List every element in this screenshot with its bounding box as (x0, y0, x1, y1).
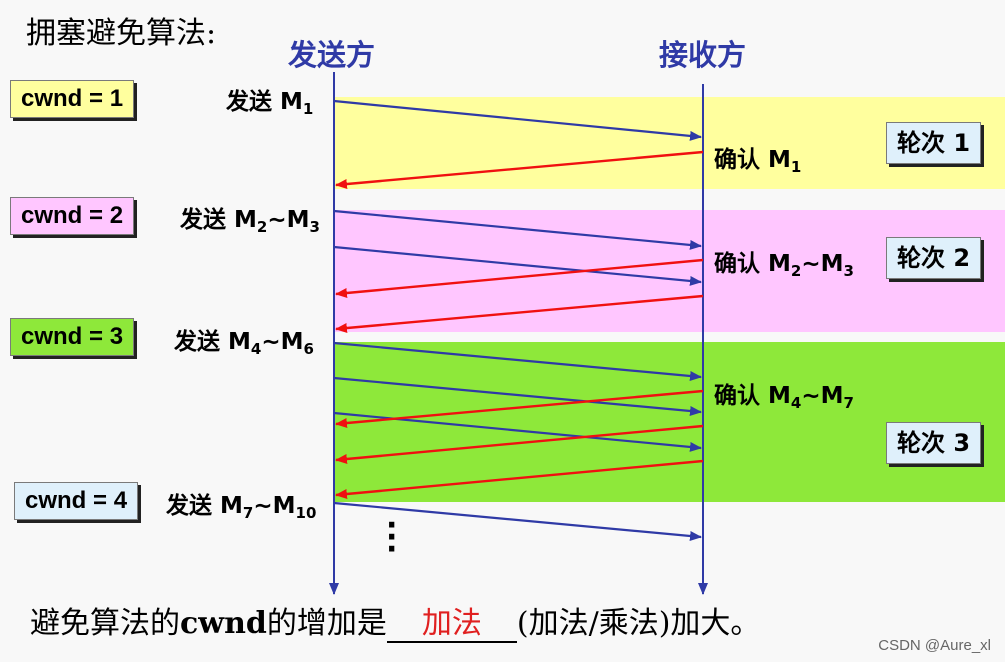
ack-label-3-sub-end: 7 (843, 394, 854, 412)
send-label-3: 发送 M4~M6 (174, 322, 314, 358)
ack-label-3-sub-start: 4 (790, 394, 802, 412)
send-label-1: 发送 M1 (226, 82, 313, 118)
ack-label-2-text: 确认 M (714, 251, 791, 277)
round-box-3: 轮次 3 (886, 422, 982, 464)
data-arrow-m2 (333, 209, 702, 250)
ack-label-3-text: 确认 M (714, 383, 791, 409)
send-label-4-sub-end: 10 (295, 504, 317, 522)
ack-label-2-sub-start: 2 (790, 262, 802, 280)
send-label-3-sub-start: 4 (250, 340, 262, 358)
ack-arrow-m6 (335, 459, 704, 499)
ack-arrow-m1 (335, 150, 704, 189)
send-label-4-mid: ~M (253, 493, 296, 519)
conclusion-suffix: (加法/乘法)加大。 (516, 606, 761, 641)
cwnd-box-4: cwnd = 4 (14, 482, 139, 520)
ack-arrow-m3 (335, 294, 704, 333)
send-label-1-text: 发送 M (226, 89, 303, 115)
send-label-2-sub-start: 2 (256, 218, 268, 236)
data-arrow-m7 (333, 501, 702, 541)
conclusion-sentence: 避免算法的cwnd的增加是 加法 (加法/乘法)加大。 (30, 598, 760, 643)
watermark: CSDN @Aure_xl (878, 637, 991, 654)
cwnd-box-1: cwnd = 1 (10, 80, 135, 118)
send-label-3-text: 发送 M (174, 329, 251, 355)
ack-label-3-mid: ~M (801, 383, 844, 409)
round-box-1: 轮次 1 (886, 122, 982, 164)
data-arrow-m4 (333, 341, 702, 381)
data-arrow-m3 (333, 245, 702, 286)
ack-label-2: 确认 M2~M3 (714, 244, 854, 280)
send-label-2: 发送 M2~M3 (180, 200, 320, 236)
send-label-2-sub-end: 3 (309, 218, 320, 236)
ack-label-2-mid: ~M (801, 251, 844, 277)
ack-arrow-m5 (335, 424, 704, 464)
send-label-4-text: 发送 M (166, 493, 243, 519)
answer-blank: 加法 (386, 607, 517, 643)
ack-arrow-m4 (335, 389, 704, 428)
send-label-2-text: 发送 M (180, 207, 257, 233)
ack-label-1-text: 确认 M (714, 147, 791, 173)
ack-label-1-sub: 1 (790, 158, 802, 176)
sender-label: 发送方 (288, 38, 376, 72)
send-label-4: 发送 M7~M10 (166, 486, 316, 522)
ack-arrow-m2 (335, 258, 704, 298)
data-arrow-m1 (333, 99, 702, 141)
cwnd-box-2: cwnd = 2 (10, 197, 135, 235)
ack-label-1: 确认 M1 (714, 140, 801, 176)
data-arrow-m5 (333, 376, 702, 416)
send-label-4-sub-start: 7 (242, 504, 254, 522)
send-label-1-sub: 1 (302, 100, 314, 118)
round-box-2: 轮次 2 (886, 237, 982, 279)
ellipsis-vertical: · · · (386, 508, 398, 567)
send-label-3-sub-end: 6 (303, 340, 314, 358)
receiver-label: 接收方 (659, 38, 747, 72)
ack-label-3: 确认 M4~M7 (714, 376, 854, 412)
diagram-title: 拥塞避免算法: (26, 16, 217, 51)
cwnd-box-3: cwnd = 3 (10, 318, 135, 356)
conclusion-cwnd: cwnd (180, 606, 267, 641)
send-label-3-mid: ~M (261, 329, 304, 355)
conclusion-middle: 的增加是 (266, 606, 387, 641)
send-label-2-mid: ~M (267, 207, 310, 233)
conclusion-prefix: 避免算法的 (30, 606, 180, 641)
ack-label-2-sub-end: 3 (843, 262, 854, 280)
